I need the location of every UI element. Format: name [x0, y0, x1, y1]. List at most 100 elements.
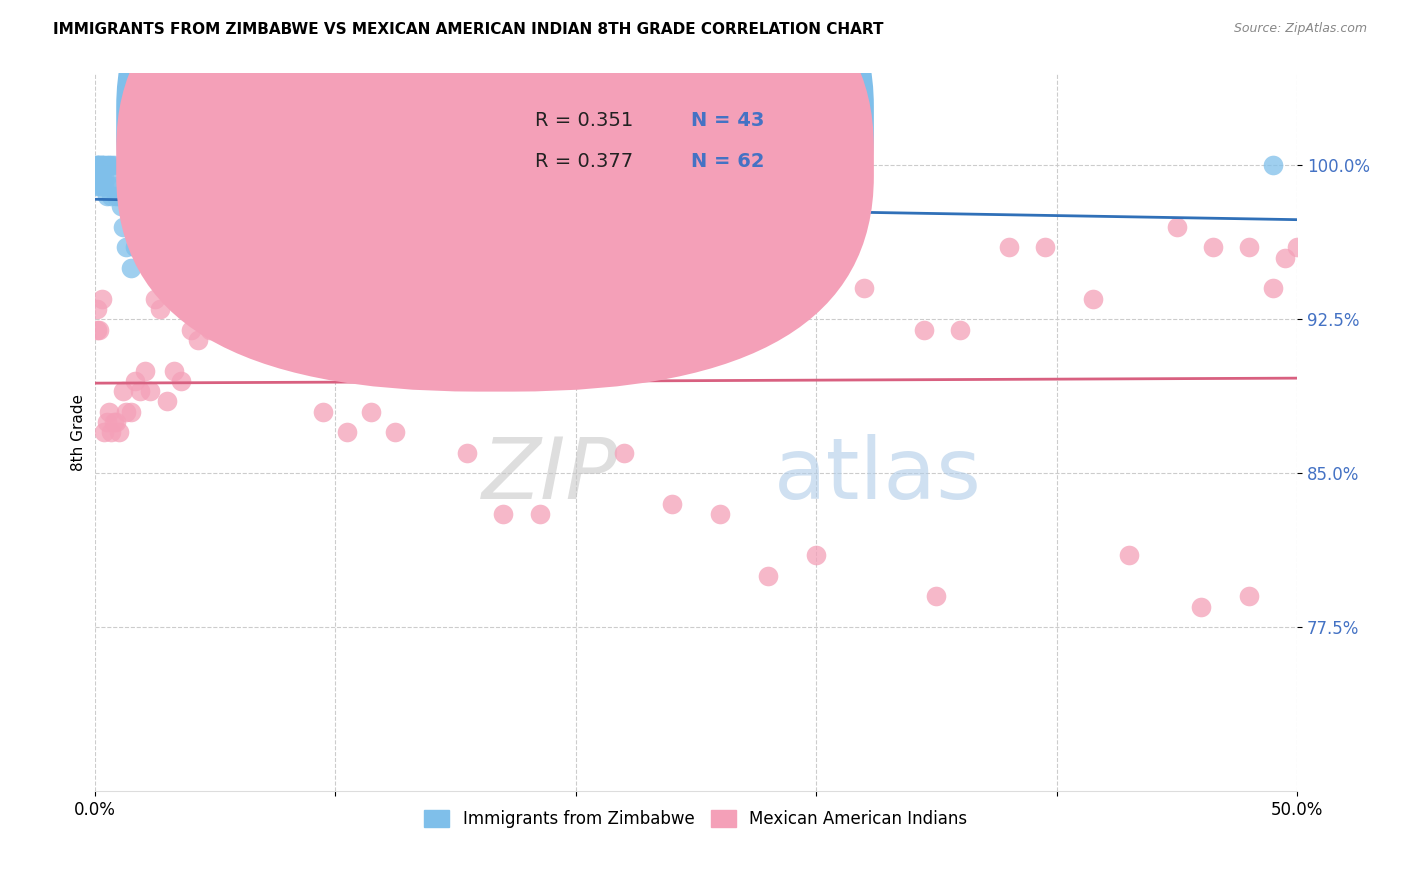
- Point: [100, 425, 122, 439]
- Point: [139, 384, 162, 398]
- Point: [215, 240, 238, 254]
- Point: [112, 219, 135, 234]
- Point: [1237, 240, 1260, 254]
- Point: [112, 384, 135, 398]
- Point: [1189, 599, 1212, 614]
- Point: [86, 178, 108, 193]
- Point: [492, 507, 515, 521]
- Point: [1118, 548, 1140, 562]
- Point: [709, 507, 731, 521]
- Point: [103, 178, 125, 193]
- Point: [96, 158, 118, 172]
- Point: [468, 210, 491, 224]
- Point: [256, 322, 278, 336]
- Point: [120, 260, 142, 275]
- Point: [295, 322, 318, 336]
- Point: [131, 240, 153, 254]
- Point: [105, 415, 128, 429]
- Text: atlas: atlas: [775, 434, 981, 516]
- Point: [96, 169, 118, 183]
- Point: [93, 169, 115, 183]
- Point: [89, 322, 111, 336]
- Point: [336, 240, 359, 254]
- Point: [564, 260, 586, 275]
- Point: [276, 301, 298, 316]
- Point: [925, 590, 948, 604]
- Point: [396, 219, 419, 234]
- Point: [456, 445, 478, 459]
- Point: [1081, 292, 1104, 306]
- Point: [96, 415, 118, 429]
- Point: [98, 158, 121, 172]
- Point: [143, 292, 166, 306]
- Point: [1202, 240, 1225, 254]
- Legend: Immigrants from Zimbabwe, Mexican American Indians: Immigrants from Zimbabwe, Mexican Americ…: [418, 803, 974, 835]
- Point: [86, 158, 108, 172]
- Point: [107, 425, 129, 439]
- Point: [1033, 240, 1056, 254]
- Point: [90, 158, 112, 172]
- Text: R = 0.377: R = 0.377: [534, 153, 633, 171]
- Point: [100, 158, 122, 172]
- Text: R = 0.351: R = 0.351: [534, 112, 633, 130]
- Point: [228, 312, 250, 326]
- Point: [912, 322, 935, 336]
- Point: [103, 415, 125, 429]
- Point: [187, 333, 209, 347]
- Point: [1263, 158, 1285, 172]
- Point: [124, 240, 146, 254]
- Point: [156, 394, 179, 409]
- Point: [360, 404, 382, 418]
- Point: [853, 281, 876, 295]
- Point: [148, 301, 170, 316]
- Point: [1263, 281, 1285, 295]
- Point: [134, 363, 156, 377]
- Point: [156, 281, 179, 295]
- Point: [100, 189, 122, 203]
- Point: [163, 363, 186, 377]
- Point: [110, 199, 132, 213]
- Point: [180, 219, 202, 234]
- Point: [90, 292, 112, 306]
- Point: [1166, 219, 1188, 234]
- Point: [96, 189, 118, 203]
- Point: [180, 322, 202, 336]
- Point: [198, 322, 221, 336]
- Text: N = 43: N = 43: [692, 112, 765, 130]
- Text: ZIP: ZIP: [481, 434, 617, 516]
- Point: [1237, 590, 1260, 604]
- Point: [90, 178, 112, 193]
- Point: [89, 158, 111, 172]
- Point: [115, 404, 138, 418]
- Point: [661, 497, 683, 511]
- Point: [529, 507, 551, 521]
- Text: IMMIGRANTS FROM ZIMBABWE VS MEXICAN AMERICAN INDIAN 8TH GRADE CORRELATION CHART: IMMIGRANTS FROM ZIMBABWE VS MEXICAN AMER…: [53, 22, 884, 37]
- Point: [89, 169, 111, 183]
- Point: [336, 425, 359, 439]
- Point: [103, 158, 125, 172]
- Point: [86, 301, 108, 316]
- Y-axis label: 8th Grade: 8th Grade: [72, 393, 86, 471]
- Point: [299, 240, 322, 254]
- Point: [120, 404, 142, 418]
- Point: [105, 189, 128, 203]
- Point: [384, 425, 406, 439]
- Point: [98, 404, 121, 418]
- Point: [93, 158, 115, 172]
- Point: [1274, 251, 1296, 265]
- Text: Source: ZipAtlas.com: Source: ZipAtlas.com: [1233, 22, 1367, 36]
- Point: [949, 322, 972, 336]
- Point: [89, 158, 111, 172]
- Point: [420, 322, 443, 336]
- Point: [107, 189, 129, 203]
- Point: [86, 158, 108, 172]
- Point: [1286, 240, 1309, 254]
- Point: [264, 219, 287, 234]
- FancyBboxPatch shape: [117, 0, 875, 351]
- Point: [89, 178, 111, 193]
- Point: [90, 169, 112, 183]
- Point: [86, 322, 108, 336]
- Point: [143, 251, 166, 265]
- Point: [312, 404, 335, 418]
- Point: [239, 322, 262, 336]
